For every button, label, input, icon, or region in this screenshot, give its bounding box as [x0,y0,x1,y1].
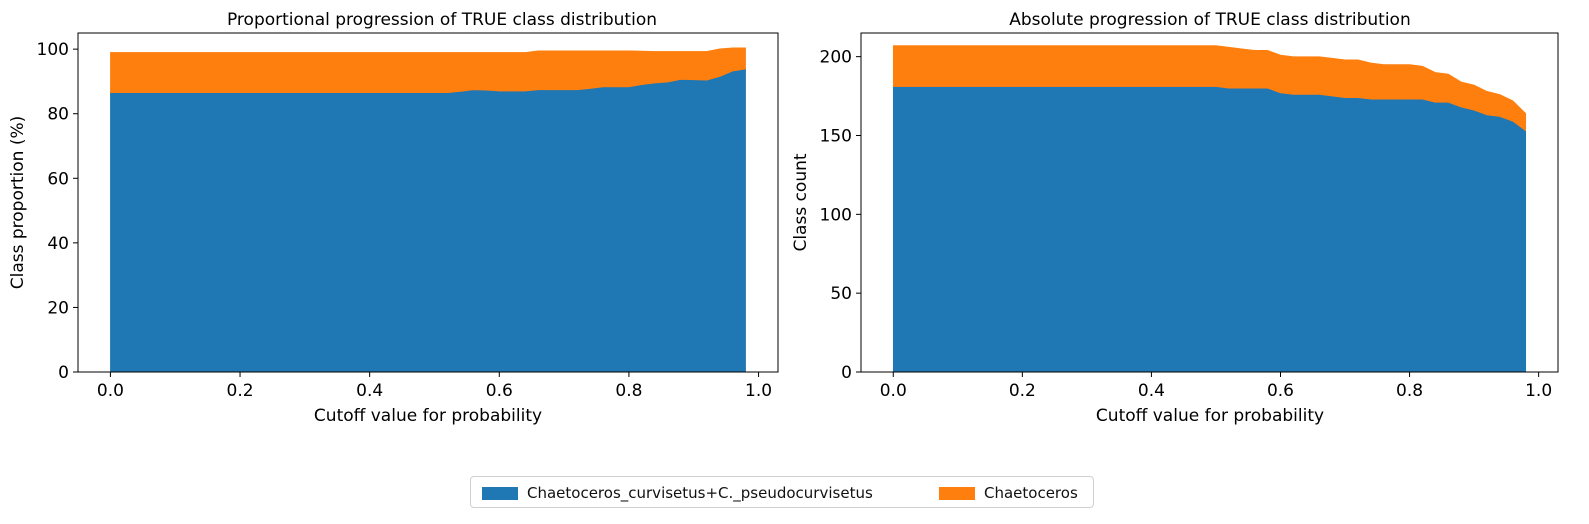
tick-layer: 0.0 0.2 0.4 0.6 0.8 1.0 0 20 40 60 80 100 [37,40,773,401]
legend-label: Chaetoceros_curvisetus+C._pseudocurviset… [527,484,873,502]
y-tick-label: 100 [820,205,852,225]
y-tick-label: 60 [47,169,69,189]
x-axis-label: Cutoff value for probability [1096,406,1324,426]
area-layer [892,45,1527,373]
x-tick-label: 0.4 [356,381,383,401]
y-tick-label: 0 [58,363,69,383]
y-tick-label: 40 [47,234,69,254]
proportion-chart: Proportional progression of TRUE class d… [8,10,779,426]
y-tick-label: 50 [830,284,852,304]
y-tick-label: 80 [47,105,69,125]
x-tick-label: 0.6 [486,381,513,401]
plot-frame [860,32,1559,373]
area-layer [110,47,746,373]
x-tick-label: 0.0 [880,381,907,401]
area-series-2 [110,47,746,94]
legend-item-curvisetus: Chaetoceros_curvisetus+C._pseudocurviset… [482,484,873,502]
chart-title: Absolute progression of TRUE class distr… [1009,10,1410,30]
x-tick-label: 0.4 [1138,381,1165,401]
area-series-1 [892,86,1527,373]
x-tick-label: 1.0 [1525,381,1552,401]
legend-item-chaetoceros: Chaetoceros [939,484,1078,502]
legend-label: Chaetoceros [984,484,1078,502]
legend-swatch-blue [482,486,518,500]
x-tick-label: 0.8 [615,381,642,401]
y-tick-label: 100 [37,40,69,60]
tick-layer: 0.0 0.2 0.4 0.6 0.8 1.0 0 50 100 150 200 [820,48,1553,401]
legend: Chaetoceros_curvisetus+C._pseudocurviset… [470,476,1094,508]
x-axis-label: Cutoff value for probability [314,406,542,426]
plot-frame [77,32,779,373]
y-tick-label: 0 [841,363,852,383]
x-tick-label: 0.8 [1396,381,1423,401]
area-series-1 [110,68,746,373]
y-axis-label: Class proportion (%) [8,116,28,290]
y-axis-label: Class count [791,153,811,251]
legend-swatch-orange [939,486,975,500]
y-tick-label: 200 [820,48,852,68]
count-chart: Absolute progression of TRUE class distr… [791,10,1559,426]
y-tick-label: 150 [820,126,852,146]
x-tick-label: 0.2 [1009,381,1036,401]
x-tick-label: 1.0 [745,381,772,401]
x-tick-label: 0.2 [227,381,254,401]
x-tick-label: 0.6 [1267,381,1294,401]
x-tick-label: 0.0 [97,381,124,401]
chart-title: Proportional progression of TRUE class d… [227,10,657,30]
area-series-2 [892,45,1527,132]
y-tick-label: 20 [47,298,69,318]
